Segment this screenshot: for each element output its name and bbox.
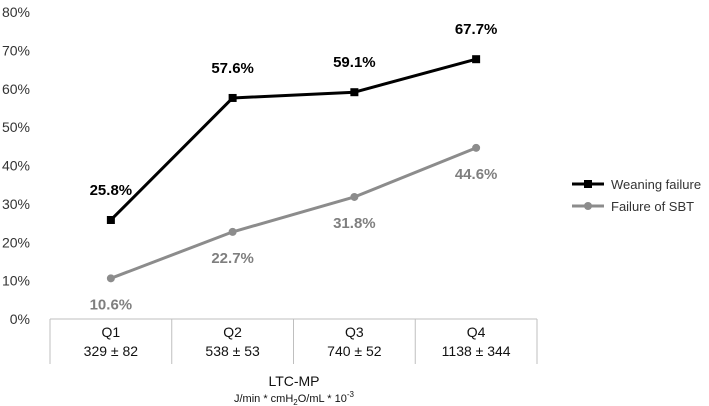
y-tick-label: 60%: [2, 81, 30, 97]
x-axis-units-mid: O/mL * 10: [298, 393, 347, 405]
x-category-label: Q2: [223, 324, 242, 340]
data-label-weaning-failure: 57.6%: [211, 60, 254, 77]
x-category-sublabel: 329 ± 82: [84, 343, 139, 359]
x-axis-units-pre: J/min * cmH: [234, 393, 293, 405]
x-category-sublabel: 740 ± 52: [327, 343, 382, 359]
y-tick-label: 40%: [2, 158, 30, 174]
data-label-weaning-failure: 25.8%: [90, 182, 133, 199]
data-point-failure-of-sbt: [350, 192, 359, 201]
y-tick-label: 50%: [2, 119, 30, 135]
legend: Weaning failure Failure of SBT: [572, 177, 701, 214]
series-line-weaning-failure: [109, 57, 477, 222]
x-axis-title: LTC-MP: [268, 373, 319, 389]
y-tick-label: 30%: [2, 196, 30, 212]
x-category-label: Q3: [345, 324, 364, 340]
legend-marker-square: [584, 180, 592, 188]
x-category-sublabel: 538 ± 53: [205, 343, 260, 359]
x-category-label: Q1: [102, 324, 121, 340]
x-axis: Q1 329 ± 82 Q2 538 ± 53 Q3 740 ± 52 Q4 1138 ± 3…: [49, 318, 538, 364]
series-line-failure-of-sbt: [110, 146, 477, 280]
series-layer: [106, 55, 481, 283]
legend-marker-circle: [584, 202, 592, 210]
y-axis: 0% 10% 20% 30% 40% 50% 60% 70% 80%: [2, 4, 30, 327]
data-point-failure-of-sbt: [472, 143, 481, 152]
data-label-failure-of-sbt: 22.7%: [211, 250, 254, 267]
data-labels-layer: 25.8% 57.6% 59.1% 67.7% 10.6% 22.7% 31.8% 44.6%: [90, 21, 498, 313]
x-category-sublabel: 1138 ± 344: [442, 343, 511, 359]
y-tick-label: 70%: [2, 42, 30, 58]
data-point-weaning-failure: [472, 55, 481, 64]
y-tick-label: 20%: [2, 234, 30, 250]
x-category-label: Q4: [467, 324, 486, 340]
data-point-weaning-failure: [228, 93, 237, 102]
data-point-failure-of-sbt: [106, 274, 115, 283]
data-point-weaning-failure: [350, 88, 359, 97]
data-label-failure-of-sbt: 10.6%: [90, 296, 133, 313]
data-label-weaning-failure: 67.7%: [455, 21, 498, 38]
y-tick-label: 0%: [10, 311, 30, 327]
data-point-weaning-failure: [106, 215, 115, 224]
data-label-failure-of-sbt: 31.8%: [333, 215, 376, 232]
x-axis-units: J/min * cmH2O/mL * 10-3: [234, 390, 355, 406]
x-axis-units-sup: -3: [347, 390, 355, 399]
data-point-failure-of-sbt: [228, 227, 237, 236]
y-tick-label: 10%: [2, 273, 30, 289]
y-tick-label: 80%: [2, 4, 30, 20]
x-axis-units-sub: 2: [293, 398, 298, 406]
legend-label: Failure of SBT: [611, 199, 694, 214]
data-label-failure-of-sbt: 44.6%: [455, 166, 498, 183]
data-label-weaning-failure: 59.1%: [333, 54, 376, 71]
legend-label: Weaning failure: [611, 177, 701, 192]
